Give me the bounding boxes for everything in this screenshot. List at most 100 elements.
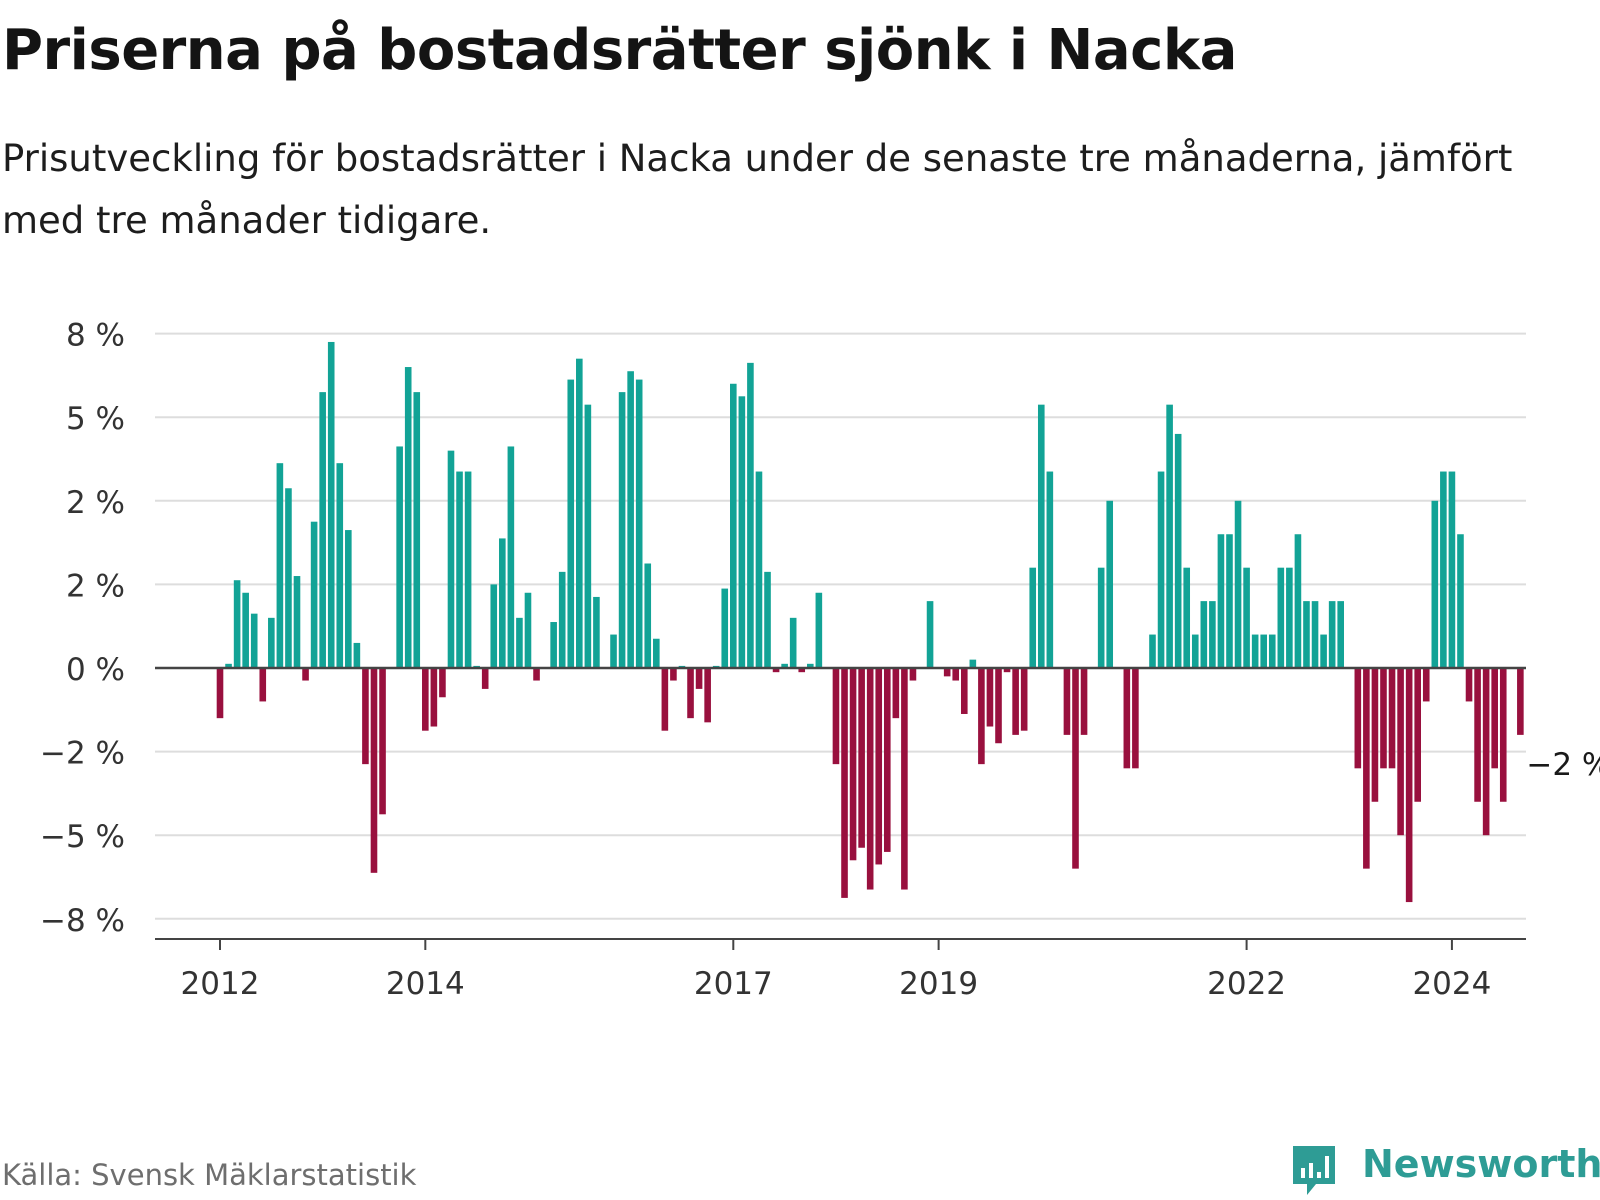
x-tick-label: 2024 (1412, 966, 1491, 1002)
bar (567, 379, 575, 668)
bar (362, 668, 369, 765)
bar (216, 668, 224, 719)
bar (781, 663, 788, 668)
bar (1388, 668, 1396, 769)
bar (379, 668, 386, 815)
bar (901, 668, 908, 890)
bar (841, 668, 848, 898)
bar (1132, 668, 1139, 769)
bar (1234, 500, 1242, 668)
bar (644, 563, 652, 668)
bar (1448, 471, 1456, 668)
bar (995, 668, 1002, 744)
y-tick-label: 2 % (66, 568, 125, 604)
bar (1080, 668, 1088, 735)
bar (293, 576, 301, 668)
bar (1200, 601, 1208, 668)
bar (1328, 601, 1336, 668)
bar (661, 668, 669, 731)
bar (798, 668, 806, 673)
bar (721, 588, 729, 668)
grid-lines (155, 332, 1526, 920)
bar (1354, 668, 1362, 769)
bar (832, 668, 840, 765)
y-tick-label: 8 % (66, 318, 125, 354)
bar (926, 601, 934, 668)
bar (456, 471, 463, 668)
bar (327, 341, 335, 668)
bar (704, 668, 711, 723)
bar (1183, 567, 1191, 668)
bar (1020, 668, 1028, 731)
y-tick-label: −8 % (40, 903, 125, 939)
bar (789, 617, 797, 668)
bar (1046, 471, 1054, 668)
bar (627, 371, 634, 668)
bar (507, 446, 515, 668)
bar (225, 663, 232, 668)
bar (1363, 668, 1370, 869)
bar (233, 580, 241, 668)
bar (815, 592, 823, 668)
bar (285, 488, 292, 668)
bar (430, 668, 438, 727)
bar (447, 450, 455, 668)
bar (1226, 534, 1233, 668)
bar (1037, 404, 1045, 668)
bar (969, 659, 977, 668)
bar (490, 584, 498, 668)
bar (353, 642, 361, 668)
bar (345, 530, 352, 668)
x-tick-label: 2014 (386, 966, 465, 1002)
y-tick-label: 5 % (66, 401, 125, 437)
bar (499, 538, 506, 668)
bar (439, 668, 446, 698)
bar (1012, 668, 1019, 735)
bar (1414, 668, 1421, 802)
bar (396, 446, 403, 668)
bar (755, 471, 763, 668)
x-tick-label: 2019 (899, 966, 978, 1002)
bar (1072, 668, 1079, 869)
bar (858, 668, 865, 848)
bar (550, 622, 557, 668)
last-value-annotation: −2 % (1526, 747, 1600, 783)
bar (1097, 567, 1105, 668)
bar (370, 668, 378, 873)
x-tick-label: 2012 (181, 966, 260, 1002)
bar (1371, 668, 1379, 802)
bar (464, 471, 472, 668)
bar (1286, 567, 1293, 668)
y-tick-label: −2 % (40, 736, 125, 772)
bar (1431, 500, 1439, 668)
bar (516, 617, 523, 668)
bar (268, 617, 275, 668)
bar (883, 668, 891, 852)
page-title: Priserna på bostadsrätter sjönk i Nacka (2, 18, 1237, 83)
bar (772, 668, 780, 673)
bar (302, 668, 309, 681)
bar (584, 404, 592, 668)
bar (1106, 500, 1114, 668)
y-tick-label: 2 % (66, 485, 125, 521)
bar (730, 383, 737, 668)
bar (481, 668, 489, 689)
bar (310, 521, 318, 668)
bar (1499, 668, 1507, 802)
bar (1260, 634, 1268, 668)
chart-subtitle: Prisutveckling för bostadsrätter i Nacka… (2, 137, 1513, 242)
x-tick-label: 2022 (1207, 966, 1286, 1002)
bar (1482, 668, 1490, 836)
bar (866, 668, 874, 890)
bar (1440, 471, 1447, 668)
bar (1003, 668, 1011, 673)
bar (1217, 534, 1225, 668)
bar (1517, 668, 1524, 735)
y-tick-label: 0 % (66, 652, 125, 688)
bar (909, 668, 917, 681)
bar (1311, 601, 1319, 668)
bar (1209, 601, 1216, 668)
x-axis-ticks: 2012 2014 2017 2019 2022 2024 (181, 939, 1491, 1002)
bar (593, 596, 600, 668)
bar (610, 634, 617, 668)
